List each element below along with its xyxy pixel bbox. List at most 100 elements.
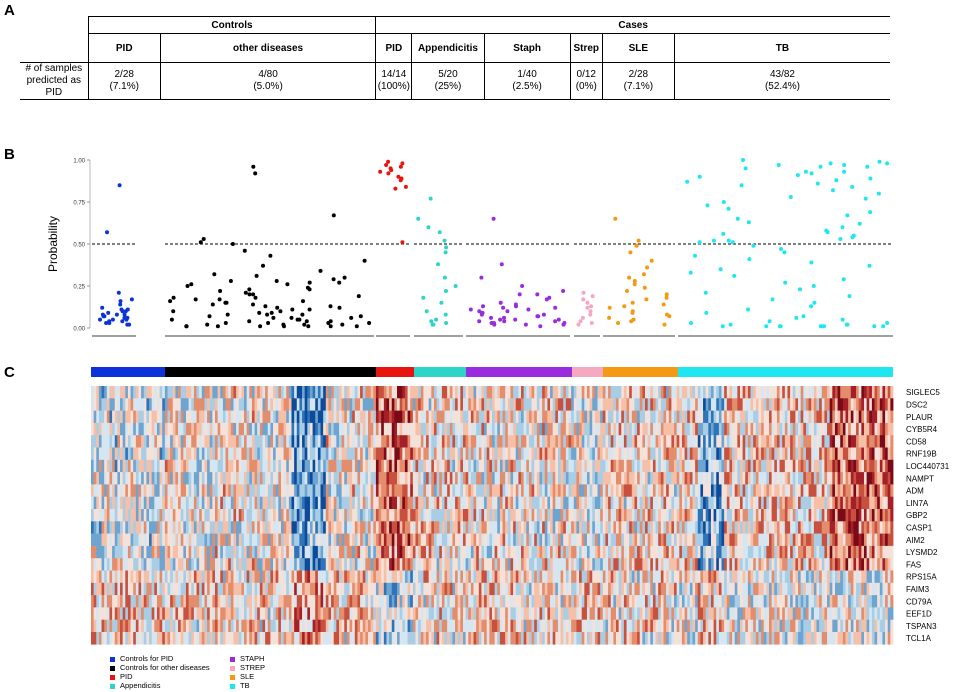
heatmap-cell <box>497 595 501 608</box>
heatmap-cell <box>336 607 340 620</box>
heatmap-cell <box>286 619 290 633</box>
heatmap-cell <box>307 570 311 584</box>
heatmap-cell <box>370 582 374 596</box>
heatmap-cell <box>452 496 456 510</box>
heatmap-cell <box>513 619 517 633</box>
heatmap-cell <box>93 472 97 485</box>
heatmap-cell <box>354 570 358 584</box>
heatmap-cell <box>317 632 321 645</box>
heatmap-cell <box>457 422 461 436</box>
heatmap-cell <box>513 521 517 534</box>
heatmap-cell <box>331 422 335 436</box>
heatmap-cell <box>259 496 263 510</box>
heatmap-cell <box>584 410 588 424</box>
heatmap-cell <box>254 619 258 633</box>
heatmap-cell <box>497 521 501 534</box>
heatmap-cell <box>175 484 179 497</box>
data-point <box>850 184 855 189</box>
heatmap-cell <box>180 410 184 424</box>
heatmap-cell <box>547 558 551 571</box>
heatmap-cell <box>222 632 226 645</box>
heatmap-cell <box>204 484 208 497</box>
data-point <box>840 225 845 230</box>
heatmap-cell <box>167 509 171 522</box>
heatmap-cell <box>465 582 469 596</box>
heatmap-cell <box>180 509 184 522</box>
heatmap-cell <box>608 632 612 645</box>
heatmap-cell <box>241 533 245 547</box>
heatmap-cell <box>331 386 335 399</box>
heatmap-cell <box>349 509 353 522</box>
heatmap-cell <box>597 459 601 473</box>
heatmap-cell <box>331 410 335 424</box>
data-point <box>581 290 586 295</box>
heatmap-cell <box>428 509 432 522</box>
heatmap-cell <box>104 533 108 547</box>
heatmap-cell <box>470 410 474 424</box>
heatmap-cell <box>489 386 493 399</box>
heatmap-cell <box>605 509 609 522</box>
heatmap-cell <box>228 533 232 547</box>
heatmap-cell <box>146 509 150 522</box>
heatmap-cell <box>375 509 379 522</box>
heatmap-cell <box>579 410 583 424</box>
heatmap-cell <box>426 570 430 584</box>
heatmap-cell <box>426 410 430 424</box>
heatmap-cell <box>154 582 158 596</box>
heatmap-cell <box>449 422 453 436</box>
heatmap-cell <box>302 472 306 485</box>
heatmap-cell <box>370 619 374 633</box>
heatmap-cell <box>209 521 213 534</box>
heatmap-cell <box>476 386 480 399</box>
heatmap-cell <box>257 595 261 608</box>
heatmap-cell <box>265 435 269 448</box>
heatmap-cell <box>291 398 295 411</box>
heatmap-cell <box>117 570 121 584</box>
heatmap-cell <box>531 386 535 399</box>
heatmap-cell <box>586 558 591 571</box>
heatmap-cell <box>230 435 234 448</box>
heatmap-cell <box>534 422 538 436</box>
heatmap-cell <box>101 447 105 461</box>
data-point <box>502 319 507 324</box>
heatmap-cell <box>576 545 580 559</box>
heatmap-cell <box>415 521 419 534</box>
heatmap-cell <box>407 545 411 559</box>
heatmap-cell <box>304 484 308 497</box>
heatmap-cell <box>178 533 182 547</box>
heatmap-cell <box>407 447 411 461</box>
heatmap-cell <box>122 447 126 461</box>
heatmap-cell <box>618 386 622 399</box>
data-point <box>468 307 473 312</box>
heatmap-cell <box>338 484 343 497</box>
data-point <box>301 299 305 304</box>
heatmap-cell <box>655 570 659 584</box>
heatmap-cell <box>341 619 345 633</box>
heatmap-cell <box>621 509 625 522</box>
heatmap-cell <box>412 447 416 461</box>
heatmap-cell <box>642 545 646 559</box>
heatmap-cell <box>120 582 124 596</box>
heatmap-cell <box>658 386 662 399</box>
heatmap-cell <box>141 558 145 571</box>
heatmap-cell <box>468 558 472 571</box>
heatmap-cell <box>159 582 163 596</box>
heatmap-cell <box>373 496 377 510</box>
heatmap-cell <box>478 570 482 584</box>
heatmap-cell <box>513 398 517 411</box>
heatmap-cell <box>439 422 443 436</box>
heatmap-cell <box>655 496 659 510</box>
heatmap-cell <box>368 410 372 424</box>
heatmap-cell <box>600 509 604 522</box>
data-point <box>794 315 799 320</box>
heatmap-cell <box>565 533 569 547</box>
heatmap-cell <box>114 422 118 436</box>
heatmap-cell <box>352 545 356 559</box>
heatmap-cell <box>547 386 551 399</box>
heatmap-cell <box>352 447 356 461</box>
heatmap-cell <box>193 545 197 559</box>
heatmap-cell <box>98 410 102 424</box>
heatmap-cell <box>273 595 277 608</box>
heatmap-cell <box>120 558 124 571</box>
data-point <box>492 322 497 327</box>
